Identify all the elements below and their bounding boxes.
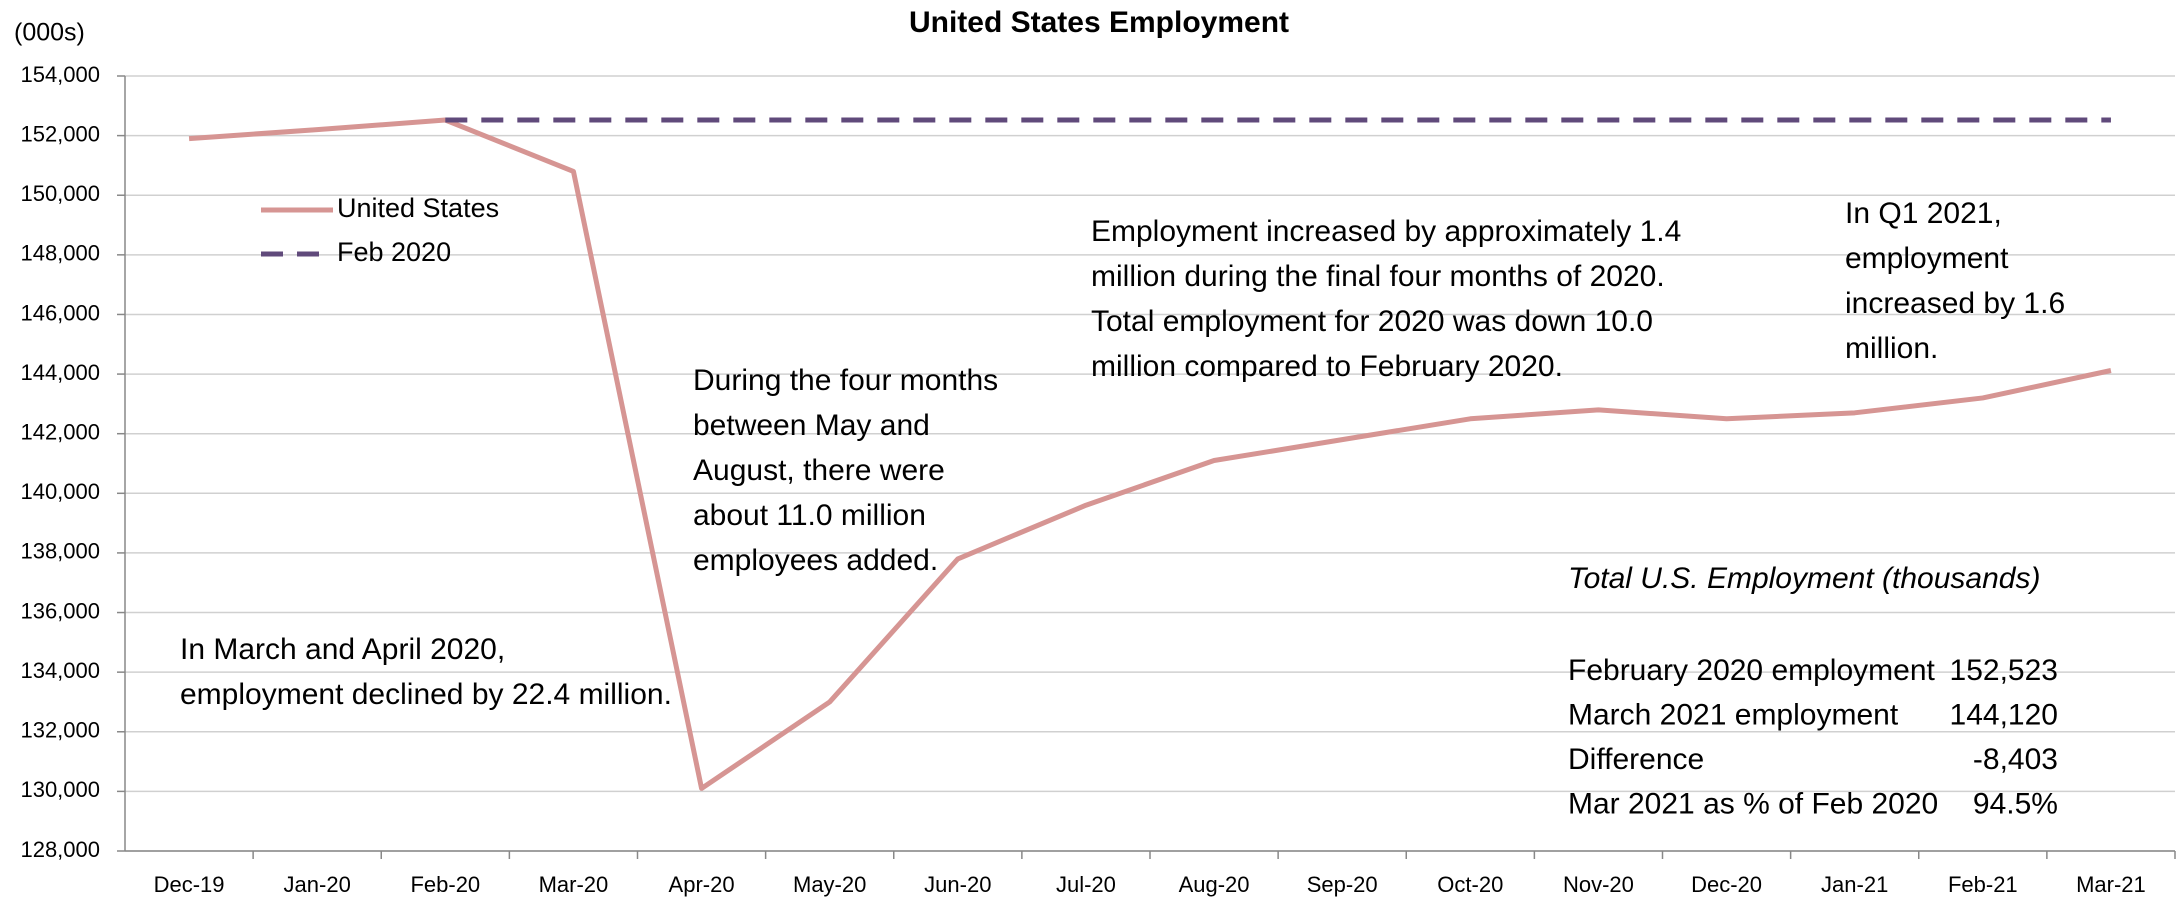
annotation: employment declined by 22.4 million.: [180, 678, 672, 711]
x-tick-label: Aug-20: [1179, 872, 1250, 897]
summary-value: 94.5%: [1973, 787, 2058, 820]
y-tick-label: 134,000: [20, 658, 100, 683]
y-tick-label: 142,000: [20, 420, 100, 445]
summary-label: Mar 2021 as % of Feb 2020: [1568, 787, 1938, 820]
series-line: [188, 117, 2112, 791]
annotation: Employment increased by approximately 1.…: [1091, 215, 1681, 248]
annotation: million.: [1845, 332, 1938, 365]
y-tick-label: 132,000: [20, 718, 100, 743]
summary-value: 152,523: [1950, 654, 2058, 687]
y-tick-label: 154,000: [20, 62, 100, 87]
y-tick-label: 136,000: [20, 598, 100, 623]
x-tick-label: Mar-20: [539, 872, 609, 897]
x-tick-label: Apr-20: [669, 872, 735, 897]
x-tick-label: Oct-20: [1437, 872, 1503, 897]
annotation: In Q1 2021,: [1845, 197, 2002, 230]
annotation: During the four months: [693, 364, 998, 397]
x-tick-label: Jul-20: [1056, 872, 1116, 897]
x-tick-label: Dec-19: [154, 872, 225, 897]
y-tick-label: 146,000: [20, 300, 100, 325]
annotation: million compared to February 2020.: [1091, 350, 1563, 383]
x-tick-label: Mar-21: [2076, 872, 2146, 897]
y-tick-label: 138,000: [20, 539, 100, 564]
annotation: Total employment for 2020 was down 10.0: [1091, 305, 1653, 338]
summary-value: -8,403: [1973, 743, 2058, 776]
y-tick-label: 150,000: [20, 181, 100, 206]
x-tick-label: Nov-20: [1563, 872, 1634, 897]
y-tick-label: 128,000: [20, 837, 100, 862]
summary-label: Difference: [1568, 743, 1704, 776]
x-tick-label: Feb-21: [1948, 872, 2018, 897]
annotation: employees added.: [693, 544, 938, 577]
x-tick-label: Jan-21: [1821, 872, 1888, 897]
x-tick-label: Dec-20: [1691, 872, 1762, 897]
legend-label: United States: [337, 193, 499, 223]
x-tick-label: May-20: [793, 872, 866, 897]
annotation: employment: [1845, 242, 2009, 275]
y-tick-label: 130,000: [20, 777, 100, 802]
y-tick-label: 148,000: [20, 241, 100, 266]
summary-label: March 2021 employment: [1568, 698, 1899, 731]
x-tick-label: Sep-20: [1307, 872, 1378, 897]
y-tick-label: 152,000: [20, 121, 100, 146]
annotation: about 11.0 million: [693, 499, 926, 532]
x-tick-label: Feb-20: [410, 872, 480, 897]
summary-title: Total U.S. Employment (thousands): [1568, 562, 2040, 595]
chart-title: United States Employment: [909, 6, 1289, 39]
annotation: million during the final four months of …: [1091, 260, 1665, 293]
y-unit-label: (000s): [14, 19, 85, 47]
annotation: August, there were: [693, 454, 945, 487]
summary-label: February 2020 employment: [1568, 654, 1936, 687]
summary-value: 144,120: [1950, 698, 2058, 731]
x-tick-label: Jun-20: [924, 872, 991, 897]
x-tick-label: Jan-20: [284, 872, 351, 897]
annotation: In March and April 2020,: [180, 633, 505, 666]
legend-label: Feb 2020: [337, 237, 451, 267]
y-tick-label: 144,000: [20, 360, 100, 385]
annotation: increased by 1.6: [1845, 287, 2065, 320]
annotation: between May and: [693, 409, 930, 442]
y-tick-label: 140,000: [20, 479, 100, 504]
